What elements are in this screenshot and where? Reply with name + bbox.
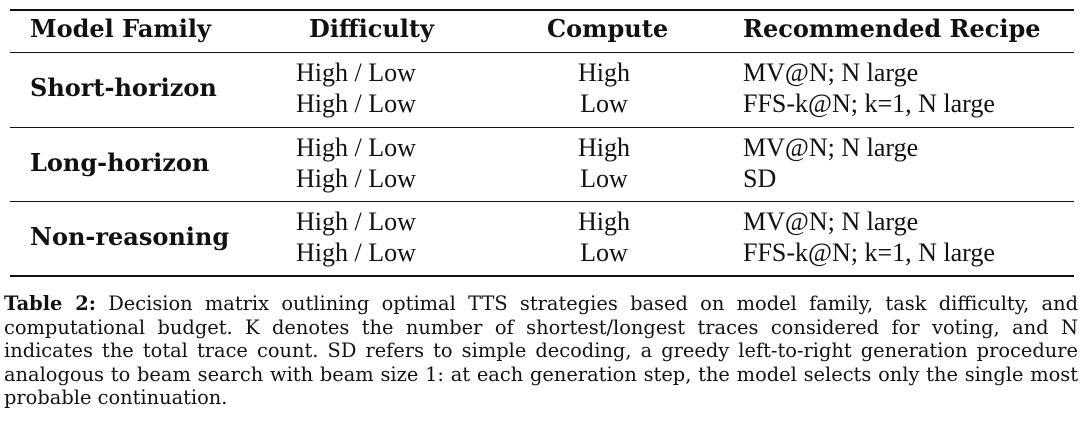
cell-difficulty: High / Low bbox=[296, 164, 416, 193]
cell-compute: High bbox=[578, 207, 630, 236]
table-caption: Table 2: Decision matrix outlining optim… bbox=[4, 292, 1078, 410]
table-top-rule bbox=[10, 9, 1074, 11]
caption-label: Table 2: bbox=[4, 292, 96, 315]
header-bottom-rule bbox=[10, 52, 1074, 53]
family-short-horizon: Short-horizon bbox=[30, 73, 217, 102]
cell-compute: High bbox=[578, 58, 630, 87]
cell-recipe: MV@N; N large bbox=[743, 207, 919, 236]
cell-difficulty: High / Low bbox=[296, 58, 416, 87]
header-model-family: Model Family bbox=[30, 14, 211, 43]
caption-text: Decision matrix outlining optimal TTS st… bbox=[4, 292, 1078, 409]
cell-compute: Low bbox=[580, 89, 628, 118]
family-non-reasoning: Non-reasoning bbox=[30, 222, 230, 251]
cell-difficulty: High / Low bbox=[296, 238, 416, 267]
cell-difficulty: High / Low bbox=[296, 207, 416, 236]
table-bottom-rule bbox=[10, 275, 1074, 277]
cell-recipe: MV@N; N large bbox=[743, 133, 919, 162]
header-compute: Compute bbox=[547, 14, 669, 43]
cell-recipe: FFS-k@N; k=1, N large bbox=[743, 238, 995, 267]
cell-compute: Low bbox=[580, 164, 628, 193]
cell-recipe: MV@N; N large bbox=[743, 58, 919, 87]
header-recipe: Recommended Recipe bbox=[743, 14, 1041, 43]
cell-compute: High bbox=[578, 133, 630, 162]
cell-difficulty: High / Low bbox=[296, 133, 416, 162]
family-long-horizon: Long-horizon bbox=[30, 148, 210, 177]
group-divider bbox=[10, 127, 1074, 128]
header-difficulty: Difficulty bbox=[309, 14, 434, 43]
cell-difficulty: High / Low bbox=[296, 89, 416, 118]
cell-recipe: SD bbox=[743, 164, 777, 193]
cell-recipe: FFS-k@N; k=1, N large bbox=[743, 89, 995, 118]
group-divider bbox=[10, 201, 1074, 202]
cell-compute: Low bbox=[580, 238, 628, 267]
